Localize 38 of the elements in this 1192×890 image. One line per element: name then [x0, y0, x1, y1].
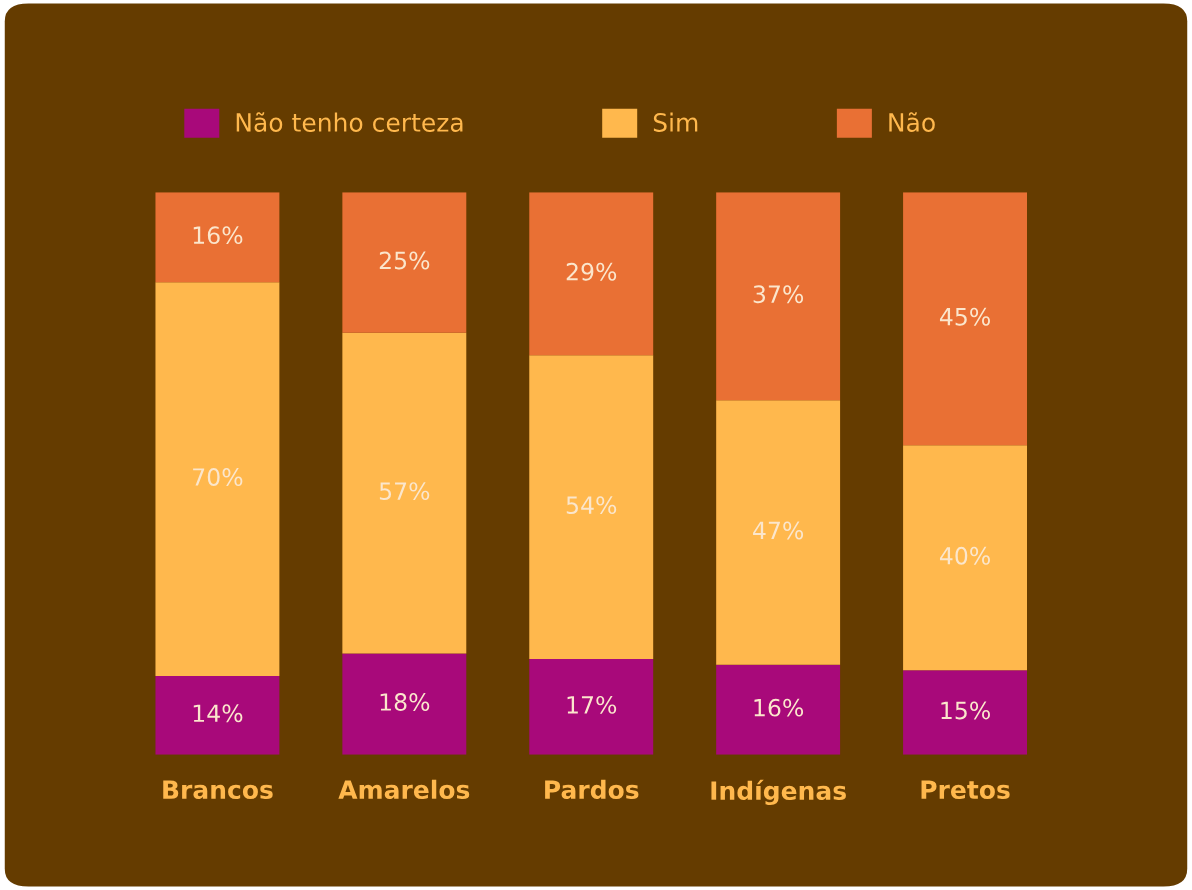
x-tick-label: Pretos: [921, 780, 1010, 800]
x-tick-label: Indígenas: [711, 779, 846, 806]
legend-label: Não tenho certeza: [236, 112, 463, 132]
bar: [342, 192, 467, 333]
data-label: 25%: [379, 251, 430, 270]
bar: [155, 192, 280, 283]
bar: [342, 653, 467, 755]
data-label: 18%: [380, 693, 430, 711]
data-label: 57%: [379, 482, 430, 501]
data-label: 16%: [193, 226, 243, 245]
data-label: 45%: [939, 307, 990, 326]
bar: [903, 670, 1027, 755]
bar: [716, 400, 841, 665]
bar: [529, 659, 654, 755]
bar: [529, 192, 654, 356]
legend-label: Sim: [653, 112, 698, 132]
legend-label: Não: [889, 112, 935, 132]
data-label: 37%: [753, 285, 804, 304]
data-label: 15%: [941, 701, 990, 720]
x-tick-label: Brancos: [163, 780, 273, 800]
x-tick-label: Pardos: [545, 779, 639, 800]
data-label: 29%: [566, 262, 617, 281]
bar: [903, 192, 1027, 446]
data-label: 16%: [754, 698, 804, 717]
bar: [155, 282, 280, 676]
bar: [529, 355, 654, 660]
x-tick-label: Amarelos: [338, 779, 470, 800]
data-label: 14%: [193, 704, 243, 723]
bar: [342, 332, 467, 654]
bar: [716, 192, 841, 401]
data-label: 54%: [566, 496, 617, 515]
bar: [716, 664, 841, 755]
data-label: 47%: [753, 521, 804, 540]
bar: [155, 675, 280, 755]
data-label: 40%: [939, 546, 990, 565]
data-label: 70%: [193, 468, 243, 486]
bar: [903, 445, 1027, 671]
data-label: 17%: [567, 695, 617, 714]
